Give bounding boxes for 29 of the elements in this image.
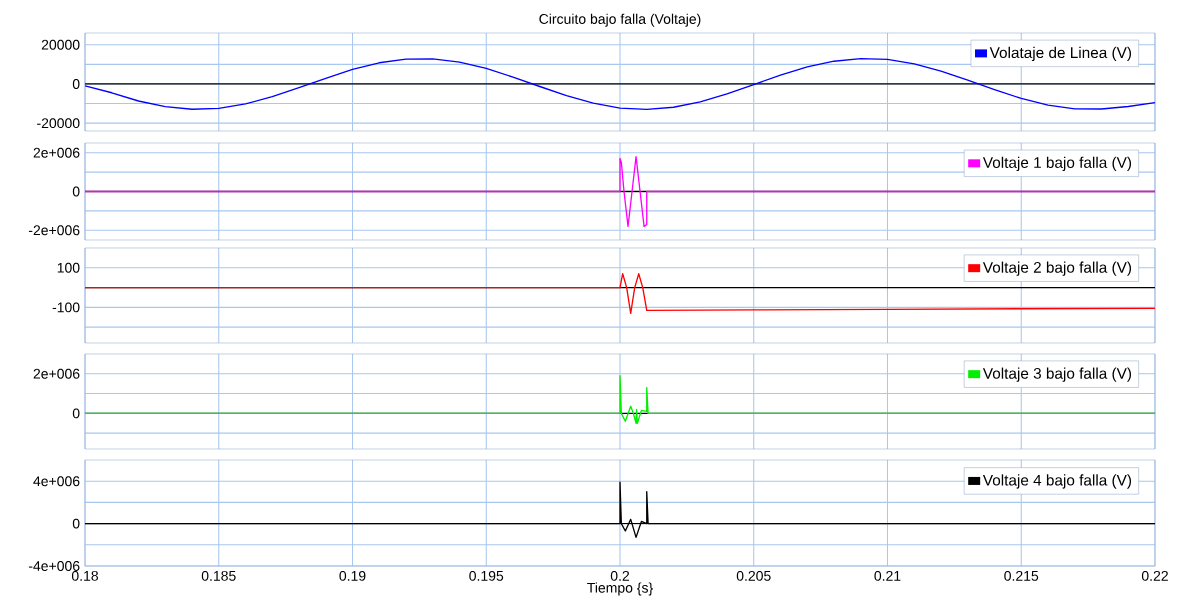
y-tick-label: 4e+006 — [33, 476, 80, 487]
chart-title: Circuito bajo falla (Voltaje) — [539, 13, 701, 27]
legend-label: Voltaje 4 bajo falla (V) — [982, 474, 1132, 489]
y-tick-label: 0 — [72, 408, 80, 419]
legend-label: Voltaje 2 bajo falla (V) — [982, 261, 1132, 276]
y-tick-label: 0 — [72, 518, 80, 529]
x-tick-label: 0.205 — [736, 570, 771, 581]
y-tick-label: 2e+006 — [33, 368, 80, 379]
y-tick-label: -100 — [52, 302, 80, 313]
x-tick-label: 0.185 — [201, 570, 236, 581]
x-tick-label: 0.195 — [469, 570, 504, 581]
y-tick-label: -20000 — [37, 118, 80, 129]
x-tick-label: 0.19 — [339, 570, 366, 581]
x-axis-title: Tiempo {s} — [587, 582, 653, 596]
y-tick-label: 0 — [72, 186, 80, 197]
x-tick-label: 0.22 — [1141, 570, 1168, 581]
y-tick-label: -2e+006 — [28, 225, 80, 236]
y-tick-label: 20000 — [41, 39, 80, 50]
y-tick-label: -4e+006 — [28, 561, 80, 571]
x-tick-label: 0.2 — [610, 570, 630, 581]
legend-label: Volataje de Linea (V) — [989, 46, 1132, 62]
x-tick-label: 0.215 — [1004, 570, 1039, 581]
y-tick-label: 100 — [57, 262, 80, 273]
x-tick-label: 0.18 — [71, 570, 99, 581]
y-tick-label: 2e+006 — [33, 147, 80, 158]
legend-label: Voltaje 3 bajo falla (V) — [982, 367, 1132, 382]
x-tick-label: 0.21 — [874, 570, 901, 581]
legend-label: Voltaje 1 bajo falla (V) — [982, 156, 1132, 172]
y-tick-label: 0 — [72, 79, 80, 89]
